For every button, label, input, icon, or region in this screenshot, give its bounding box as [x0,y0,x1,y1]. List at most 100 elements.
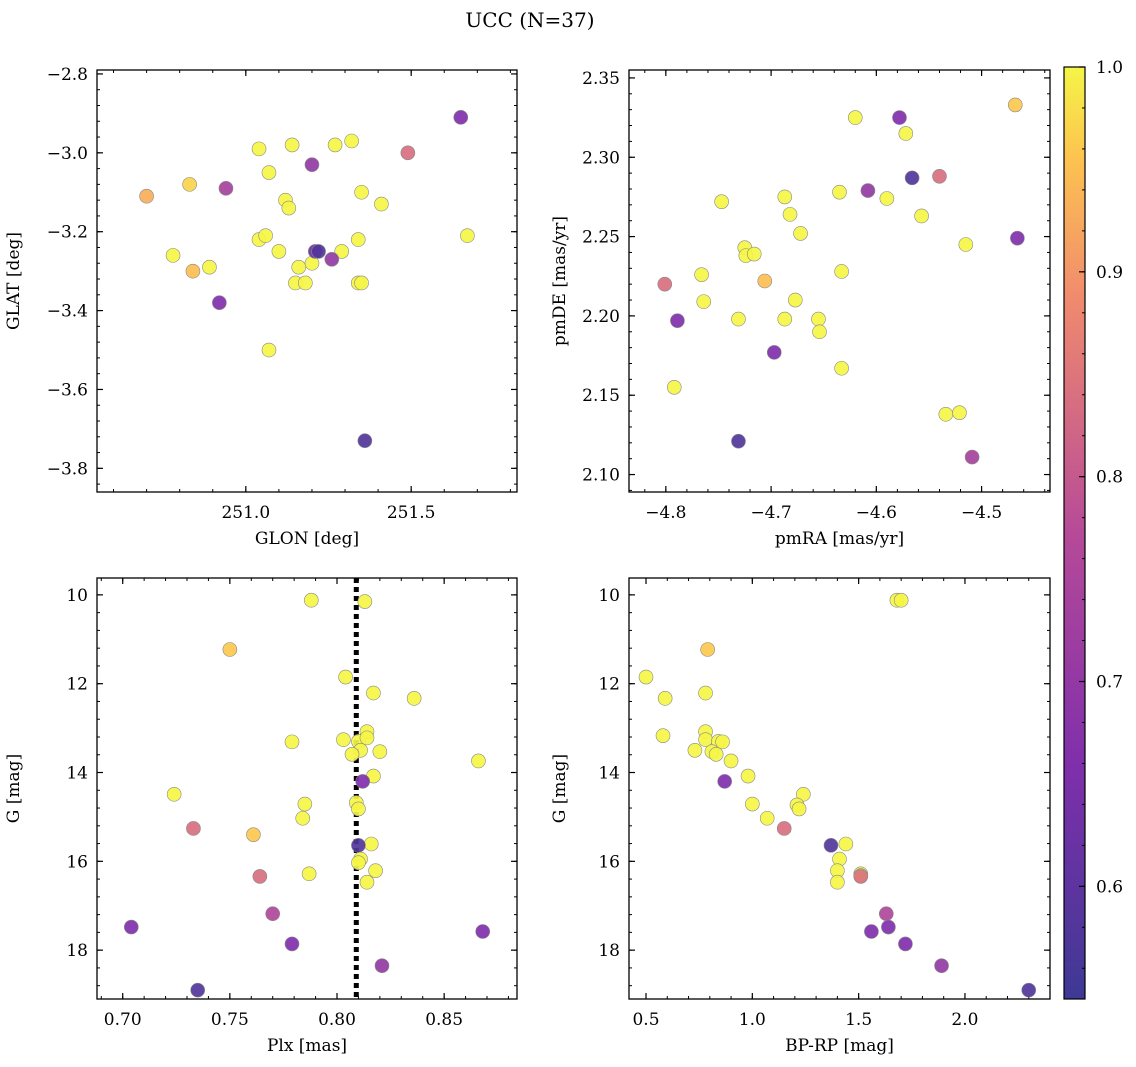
y-tick-label: 16 [66,852,88,872]
x-tick-label: 1.0 [739,1010,766,1030]
y-tick-label: 14 [66,764,88,784]
y-tick-label: 2.15 [582,386,620,406]
scatter-point [291,259,307,275]
panel-bprp-g: 0.5 1.0 1.5 2.0 10 12 14 16 18 BP-RP [mag] G [mag] [550,577,1051,1056]
scatter-point [355,774,371,789]
scatter-point [777,311,793,327]
x-axis-label: GLON [deg] [255,529,359,549]
colorbar-tick-label: 1.0 [1096,58,1123,78]
colorbar: 0.6 0.7 0.8 0.9 1.0 [1063,58,1123,1000]
x-tick-label: 0.75 [211,1010,249,1030]
scatter-point [958,237,974,252]
scatter-point [327,137,343,153]
x-tick-label: 0.5 [632,1010,659,1030]
scatter-point [847,110,863,125]
scatter-point [879,191,895,206]
scatter-point [757,273,773,289]
scatter-point [714,194,729,209]
scatter-point [694,267,709,282]
colorbar-tick-label: 0.6 [1096,877,1123,897]
x-tick-label: 0.85 [425,1010,463,1030]
y-tick-label: 2.35 [582,69,620,89]
scatter-point [359,730,375,746]
y-axis-label: GLAT [deg] [4,232,24,330]
scatter-point [453,110,469,125]
colorbar-tick-label: 0.8 [1096,468,1123,488]
scatter-point [190,982,206,998]
scatter-point [363,836,379,852]
scatter-point [698,685,713,701]
scatter-point [139,188,154,204]
scatter-point [777,189,793,205]
scatter-point [898,936,913,952]
scatter-point [938,406,954,422]
scatter-point [344,133,359,149]
y-tick-label: 2.10 [582,466,620,486]
scatter-point [218,181,234,196]
scatter-point [295,810,311,826]
panel-glon-glat: 251.0 251.5 −2.8 −3.0 −3.2 −3.4 −3.6 −3.8 GLON [… [4,65,518,549]
figure-title: UCC (N=37) [465,8,594,32]
scatter-point [336,732,351,747]
scatter-point [860,183,876,198]
scatter-point [832,184,847,200]
scatter-point [796,786,811,802]
scatter-point [334,244,350,259]
y-tick-label: 2.20 [582,307,620,327]
scatter-point [475,924,491,939]
scatter-point [284,734,300,750]
scatter-point [731,433,746,449]
scatter-point [406,691,422,706]
scatter-point [222,642,238,657]
scatter-point [165,248,181,263]
y-tick-label: 12 [598,675,620,695]
scatter-point [904,170,920,186]
x-axis-label: BP-RP [mag] [785,1036,894,1056]
y-tick-label: −3.6 [47,380,88,400]
scatter-point [182,177,197,192]
colorbar-gradient [1063,66,1086,1000]
scatter-point [344,747,360,762]
scatter-point [811,311,826,327]
scatter-point [740,768,756,784]
scatter-point [700,642,715,657]
y-tick-label: −3.4 [47,302,88,322]
x-tick-label: 1.5 [845,1010,872,1030]
scatter-point [212,295,227,310]
y-tick-label: −3.0 [47,144,88,164]
scatter-point [123,919,139,935]
scatter-point [258,228,273,243]
scatter-point [471,753,486,769]
scatter-point [666,379,682,395]
scatter-point [185,263,201,279]
colorbar-tick-label: 0.7 [1096,673,1123,693]
x-tick-label: −4.6 [856,503,897,523]
scatter-point [261,165,277,180]
scatter-point [374,958,390,973]
panel-plx-g: 0.70 0.75 0.80 0.85 10 12 14 16 18 Plx [mas] G [ma… [4,577,518,1056]
scatter-point [303,592,319,608]
scatter-point [281,200,297,216]
scatter-point [746,246,762,262]
scatter-point [655,728,671,743]
scatter-point [932,168,947,184]
scatter-point [791,801,807,817]
scatter-point [657,691,673,706]
scatter-point [284,936,300,952]
x-tick-label: 251.0 [221,503,270,523]
scatter-point [696,294,712,309]
scatter-point [351,838,366,853]
scatter-point [934,958,949,973]
axes-frame [628,69,1051,493]
scatter-point [202,259,217,275]
scatter-point [374,196,389,212]
y-tick-label: 18 [66,941,88,961]
scatter-point [1021,982,1037,998]
scatter-point [1007,97,1023,113]
x-tick-label: −4.5 [961,503,1002,523]
x-tick-label: −4.7 [750,503,791,523]
scatter-point [284,137,300,153]
x-axis-label: pmRA [mas/yr] [775,529,904,549]
y-tick-label: 2.30 [582,148,620,168]
